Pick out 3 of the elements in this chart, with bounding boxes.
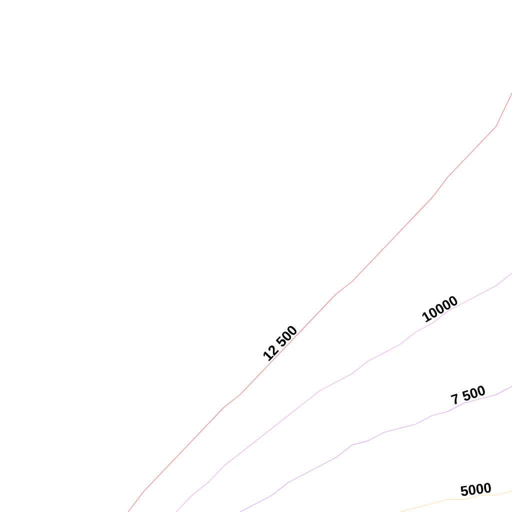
text: 12 500: [263, 326, 296, 362]
text: 7 500: [450, 386, 485, 404]
text: 5000: [460, 482, 491, 496]
